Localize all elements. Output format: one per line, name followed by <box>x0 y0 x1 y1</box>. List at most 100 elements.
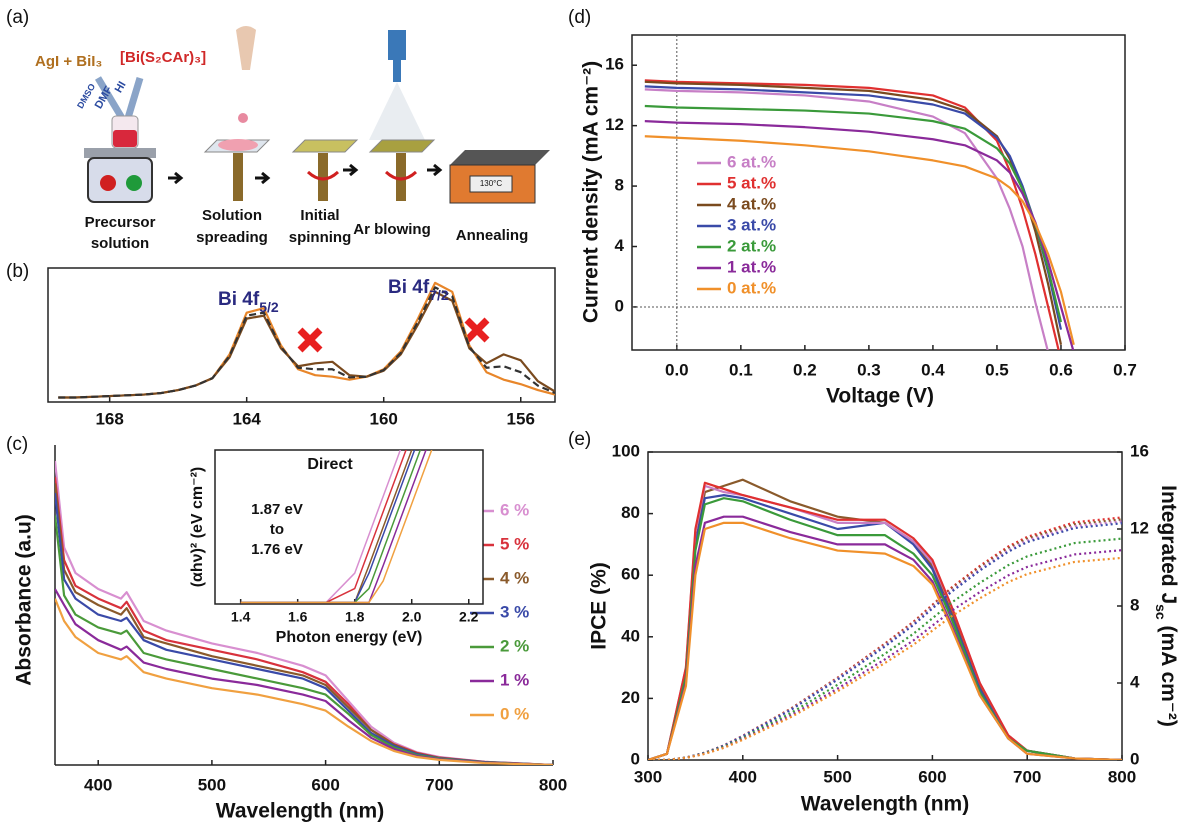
spray <box>369 82 425 140</box>
step-label: Annealing <box>456 227 529 244</box>
x-tick-label: 300 <box>634 767 662 786</box>
schematic: AgI + BiI₃ [Bi(S₂CAr)₃] DMSO DMF HI <box>35 26 550 252</box>
series-line <box>648 486 1122 760</box>
x-tick-label: 160 <box>370 409 398 428</box>
arrow <box>343 165 356 175</box>
y-tick-label: 4 <box>615 236 625 255</box>
legend-label: 2 % <box>500 636 529 655</box>
series-line <box>648 519 1122 760</box>
series-line <box>648 523 1122 760</box>
x-tick-label: 2.2 <box>459 609 479 625</box>
step-label: Initial <box>300 207 339 224</box>
y-axis-title: Absorbance (a.u) <box>13 514 36 686</box>
x-tick-label: 800 <box>1108 767 1136 786</box>
arrow <box>255 173 268 183</box>
x-tick-label: 0.5 <box>985 360 1009 379</box>
pipette <box>236 26 256 70</box>
x-tick-label: 0.6 <box>1049 360 1073 379</box>
panel-label: (e) <box>568 429 591 450</box>
x-tick-label: 164 <box>233 409 262 428</box>
series-line <box>645 80 1061 360</box>
panel-label: (c) <box>6 434 28 455</box>
x-tick-label: 0.1 <box>729 360 753 379</box>
x-tick-label: 500 <box>198 775 226 794</box>
legend-label: 4 at.% <box>727 194 776 213</box>
x-tick-label: 168 <box>95 409 123 428</box>
x-axis-title: Photon energy (eV) <box>276 629 423 646</box>
y-tick-label: 0 <box>615 296 624 315</box>
y-axis-title: Current density (mA cm⁻²) <box>580 61 603 323</box>
x-tick-label: 1.6 <box>288 609 308 625</box>
x-tick-label: 0.7 <box>1113 360 1137 379</box>
legend-label: 0 % <box>500 704 529 723</box>
gun <box>388 30 406 82</box>
step-label: Solution <box>202 207 262 224</box>
knob <box>100 175 116 191</box>
legend-label: 0 at.% <box>727 278 776 297</box>
y-tick-label: 100 <box>612 441 640 460</box>
annotation: Bi 4f7/2 <box>388 277 449 303</box>
step-label: spreading <box>196 229 268 246</box>
y2-axis-title: Integrated Jsc (mA cm⁻²) <box>1153 485 1180 727</box>
legend-label: 5 % <box>500 534 529 553</box>
step-label: spinning <box>289 229 352 246</box>
plot-area <box>648 480 1122 760</box>
series-line <box>645 82 1061 345</box>
x-tick-label: 400 <box>729 767 757 786</box>
y-tick-label: 16 <box>605 55 624 74</box>
substrate <box>370 140 434 152</box>
y2-axis-title-part: Integrated J <box>1157 485 1180 604</box>
series-line <box>648 539 1122 760</box>
y-axis-title: IPCE (%) <box>588 562 611 650</box>
legend-label: 6 at.% <box>727 152 776 171</box>
solution <box>113 130 137 147</box>
legend-label: 2 at.% <box>727 236 776 255</box>
series-line <box>648 523 1122 760</box>
annotation-part: 5/2 <box>259 299 279 315</box>
x-axis-title: Voltage (V) <box>826 385 934 408</box>
cross-mark <box>300 330 320 350</box>
knob <box>126 175 142 191</box>
panel-label: (a) <box>6 7 29 28</box>
annotation: 1.87 eV <box>251 501 303 518</box>
film <box>218 139 258 151</box>
y-tick-label: 12 <box>605 115 624 134</box>
arrow <box>427 165 440 175</box>
x-tick-label: 1.4 <box>231 609 251 625</box>
annotation: to <box>270 521 284 538</box>
x-tick-label: 600 <box>918 767 946 786</box>
y2-tick-label: 0 <box>1130 749 1139 768</box>
legend-label: 1 % <box>500 670 529 689</box>
legend-label: 6 % <box>500 500 529 519</box>
annotation: Bi 4f5/2 <box>218 289 279 315</box>
legend-label: 3 at.% <box>727 215 776 234</box>
y2-tick-label: 12 <box>1130 518 1149 537</box>
panel-label: (d) <box>568 7 591 28</box>
tube <box>128 78 140 118</box>
y2-tick-label: 16 <box>1130 441 1149 460</box>
x-tick-label: 400 <box>84 775 112 794</box>
y2-axis-title-part: (mA cm⁻²) <box>1157 620 1180 727</box>
legend-label: 5 at.% <box>727 173 776 192</box>
series-line <box>648 498 1122 760</box>
panel-label: (b) <box>6 261 29 282</box>
series-line <box>648 521 1122 760</box>
legend-label: 4 % <box>500 568 529 587</box>
plot-frame <box>648 452 1122 760</box>
y-tick-label: 0 <box>631 749 640 768</box>
x-axis-title: Wavelength (nm) <box>801 793 969 816</box>
y-axis-title: (αhν)² (eV cm⁻²) <box>189 467 206 588</box>
y-tick-label: 40 <box>621 626 640 645</box>
precursors: AgI + BiI₃ <box>35 53 102 70</box>
annotation-part: 7/2 <box>429 287 449 303</box>
x-axis-title: Wavelength (nm) <box>216 800 384 823</box>
plate-temp: 130°C <box>480 179 503 188</box>
chuck <box>233 153 243 201</box>
x-tick-label: 156 <box>507 409 535 428</box>
x-tick-label: 2.0 <box>402 609 422 625</box>
y-tick-label: 20 <box>621 688 640 707</box>
stirrer <box>88 158 152 202</box>
y-tick-label: 80 <box>621 503 640 522</box>
x-tick-label: 0.0 <box>665 360 689 379</box>
inset-title: Direct <box>307 456 353 473</box>
